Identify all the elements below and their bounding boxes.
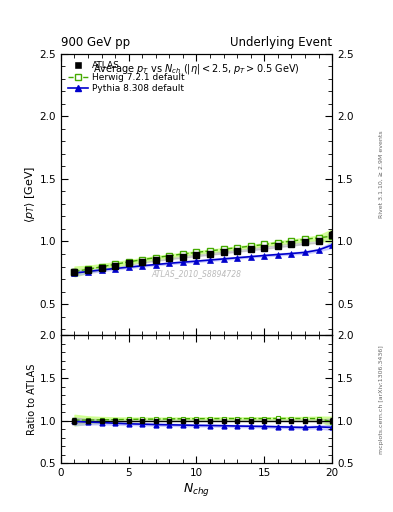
Y-axis label: $\langle p_{T} \rangle$ [GeV]: $\langle p_{T} \rangle$ [GeV] [23, 166, 37, 223]
Text: Average $p_{T}$ vs $N_{ch}$ ($|\eta| < 2.5$, $p_{T} > 0.5$ GeV): Average $p_{T}$ vs $N_{ch}$ ($|\eta| < 2… [93, 62, 300, 76]
Text: Rivet 3.1.10, ≥ 2.9M events: Rivet 3.1.10, ≥ 2.9M events [379, 130, 384, 218]
Text: mcplots.cern.ch [arXiv:1306.3436]: mcplots.cern.ch [arXiv:1306.3436] [379, 345, 384, 454]
Text: Underlying Event: Underlying Event [230, 36, 332, 49]
Text: 900 GeV pp: 900 GeV pp [61, 36, 130, 49]
X-axis label: $N_{chg}$: $N_{chg}$ [183, 481, 210, 498]
Text: ATLAS_2010_S8894728: ATLAS_2010_S8894728 [151, 269, 242, 278]
Legend: ATLAS, Herwig 7.2.1 default, Pythia 8.308 default: ATLAS, Herwig 7.2.1 default, Pythia 8.30… [65, 58, 187, 96]
Y-axis label: Ratio to ATLAS: Ratio to ATLAS [27, 364, 37, 435]
